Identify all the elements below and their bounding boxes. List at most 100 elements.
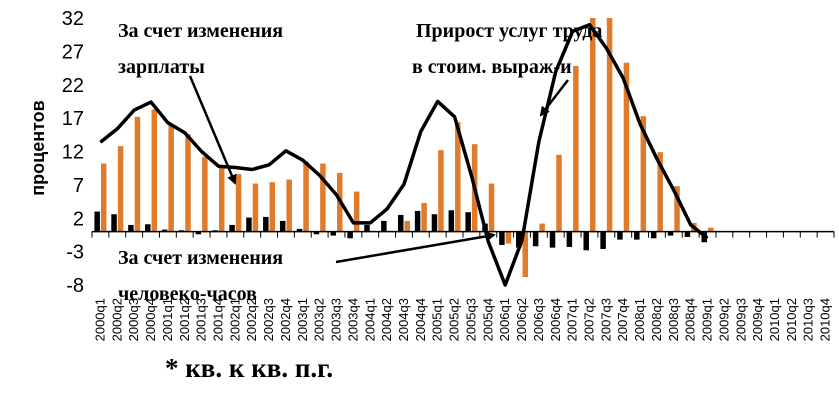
- annotation-growth: Прирост услуг труда в стоим. выраж-и: [412, 20, 602, 117]
- hours-bar: [263, 216, 269, 232]
- x-tick-label: 2004q3: [396, 298, 411, 341]
- hours-bar: [600, 231, 606, 249]
- hours-bar: [381, 220, 387, 232]
- wage-bar: [353, 191, 360, 232]
- wage-bar: [303, 161, 309, 232]
- hours-bar: [195, 231, 202, 235]
- wage-bar: [589, 18, 596, 232]
- wage-bar: [657, 152, 663, 232]
- x-tick-label: 2006q2: [514, 298, 529, 341]
- x-tick-label: 2000q1: [92, 298, 107, 341]
- x-tick-label: 2010q4: [818, 298, 833, 341]
- x-tick-label: 2004q1: [362, 298, 377, 341]
- x-tick-label: 2009q1: [700, 298, 715, 341]
- wage-bar: [438, 150, 444, 232]
- wage-bar: [708, 227, 714, 232]
- annotation-hours: За счет изменения человеко-часов: [118, 231, 496, 305]
- hours-bar: [684, 231, 691, 237]
- hours-bar: [330, 231, 337, 236]
- x-tick-label: 2001q2: [177, 298, 192, 341]
- x-tick-label: 2000q3: [126, 298, 141, 341]
- wage-bar: [522, 231, 529, 277]
- x-tick-label: 2010q1: [767, 298, 782, 341]
- y-axis-ticks: 32 27 22 17 12 7 2 -3 -8: [62, 8, 84, 297]
- y-tick-label: -3: [66, 242, 84, 264]
- wage-bar: [404, 220, 410, 232]
- x-tick-label: 2007q2: [582, 298, 597, 341]
- wage-bar: [252, 183, 259, 232]
- hours-bar: [448, 210, 455, 232]
- x-tick-label: 2008q3: [666, 298, 681, 341]
- hours-bar: [431, 214, 438, 232]
- x-tick-label: 2006q4: [548, 298, 563, 341]
- x-tick-label: 2000q4: [143, 298, 158, 341]
- hours-bar: [296, 228, 303, 232]
- y-tick-label: 22: [62, 75, 84, 97]
- hours-bar: [583, 231, 589, 251]
- x-tick-label: 2007q3: [598, 298, 613, 341]
- x-tick-label: 2007q1: [565, 298, 580, 341]
- hours-bar: [549, 231, 556, 248]
- hours-bar: [364, 224, 370, 232]
- hours-bar: [161, 229, 168, 232]
- wage-bar: [235, 174, 242, 232]
- x-tick-label: 2002q3: [261, 298, 276, 341]
- y-tick-label: -8: [66, 275, 84, 297]
- hours-bar: [313, 231, 320, 235]
- hours-bar: [279, 220, 286, 232]
- x-tick-label: 2000q2: [109, 298, 124, 341]
- total-growth-line: [99, 22, 709, 287]
- annotation-growth-line2: в стоим. выраж-и: [412, 56, 572, 78]
- wage-bar: [269, 182, 276, 232]
- wage-bar: [674, 186, 680, 232]
- wage-bar: [286, 179, 292, 232]
- wage-bar: [606, 18, 613, 232]
- x-tick-label: 2002q2: [244, 298, 259, 341]
- annotation-hours-arrow: [335, 231, 496, 264]
- y-tick-label: 17: [62, 108, 84, 130]
- wage-bar: [100, 163, 107, 232]
- y-tick-label: 12: [62, 142, 84, 164]
- wage-bar: [505, 231, 512, 244]
- hours-bar: [145, 224, 151, 232]
- x-tick-label: 2002q4: [278, 298, 293, 341]
- hours-bar: [667, 231, 674, 236]
- annotation-wage-arrow: [188, 75, 237, 185]
- wage-bar: [168, 124, 174, 232]
- annotation-hours-line2: человеко-часов: [118, 283, 257, 305]
- wage-bar: [117, 146, 124, 232]
- annotation-wage-line2: зарплаты: [118, 56, 205, 78]
- y-axis-label: процентов: [28, 100, 48, 195]
- wage-bar: [623, 62, 630, 232]
- y-tick-label: 2: [73, 208, 84, 230]
- wage-bar: [556, 154, 562, 232]
- annotation-growth-arrow: [539, 79, 569, 117]
- annotation-hours-line1: За счет изменения: [118, 247, 283, 269]
- x-tick-label: 2001q3: [194, 298, 209, 341]
- hours-bar: [111, 214, 117, 232]
- x-tick-label: 2003q4: [345, 298, 360, 341]
- x-tick-label: 2005q4: [480, 298, 495, 341]
- x-tick-label: 2003q3: [329, 298, 344, 341]
- x-tick-label: 2008q1: [632, 298, 647, 341]
- x-tick-label: 2006q3: [531, 298, 546, 341]
- hours-bar: [465, 212, 471, 232]
- wage-bar: [421, 202, 427, 232]
- x-tick-label: 2010q3: [801, 298, 816, 341]
- wage-bar: [455, 122, 461, 232]
- x-tick-label: 2004q4: [413, 298, 428, 341]
- x-tick-label: 2003q2: [312, 298, 327, 341]
- x-tick-label: 2008q2: [649, 298, 664, 341]
- wage-bar: [488, 183, 495, 232]
- wage-bar: [573, 66, 579, 232]
- hours-bar: [397, 214, 404, 232]
- hours-bar: [94, 211, 100, 232]
- y-tick-label: 32: [62, 8, 84, 30]
- hours-bar: [229, 224, 235, 232]
- hours-bar: [414, 210, 421, 232]
- wage-bar: [202, 156, 208, 232]
- footnote: * кв. к кв. п.г.: [165, 353, 333, 383]
- annotation-wage: За счет изменения зарплаты: [118, 20, 283, 185]
- hours-bar: [566, 231, 573, 247]
